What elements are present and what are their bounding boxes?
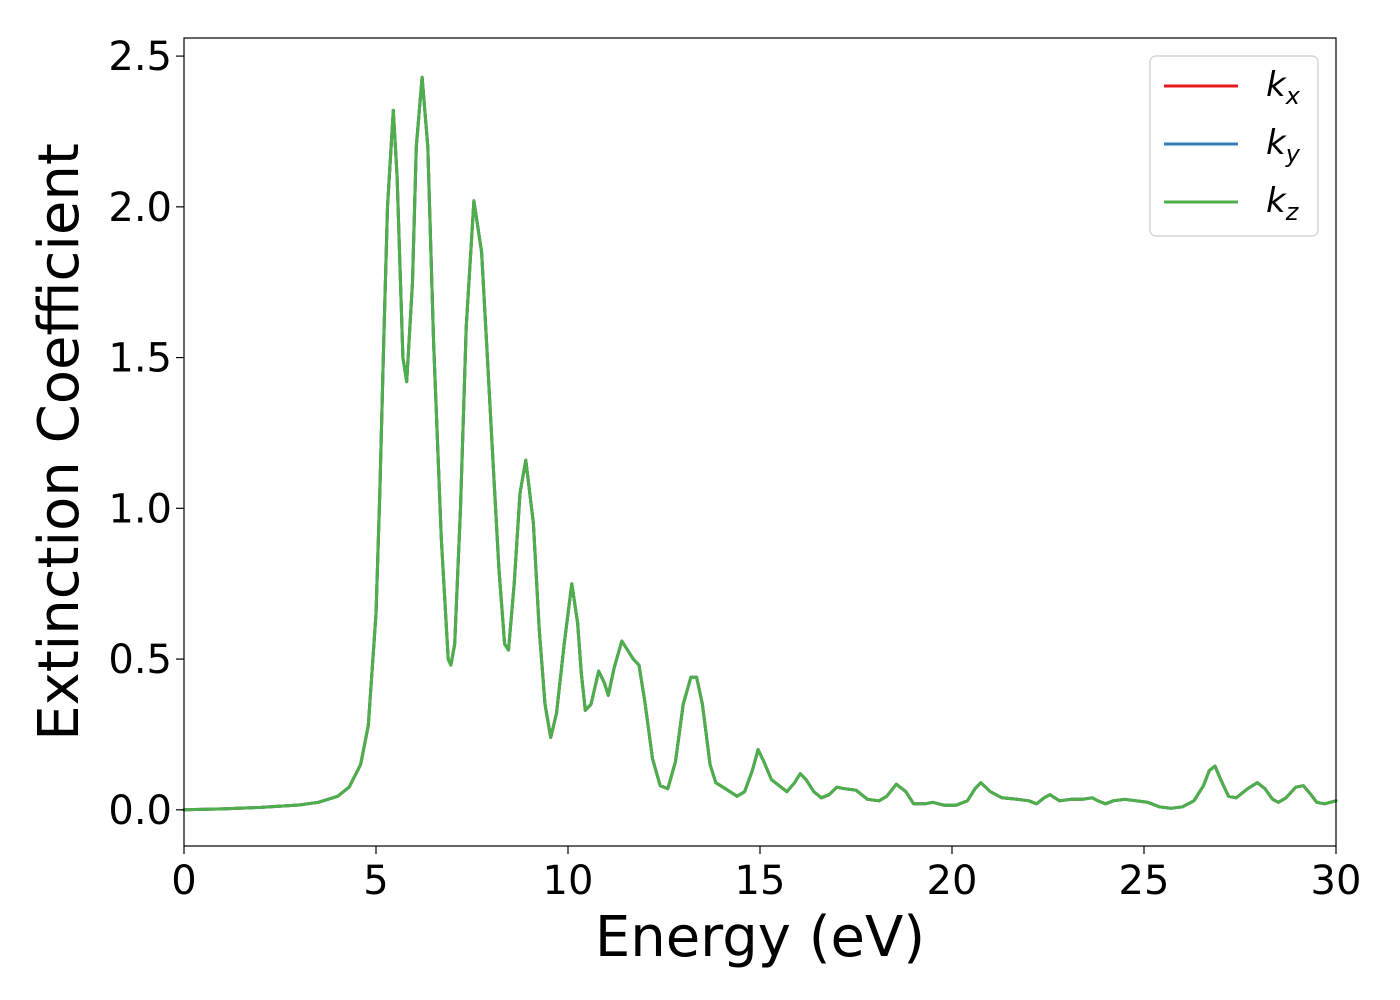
- series-line-kz: [182, 75, 1338, 812]
- y-tick-label: 1.5: [108, 336, 172, 382]
- x-tick-label: 5: [363, 858, 388, 904]
- x-tick-label: 0: [171, 858, 196, 904]
- legend-label-ky: ky: [1266, 123, 1301, 168]
- y-tick-label: 0.0: [108, 788, 172, 834]
- x-tick-label: 10: [543, 858, 594, 904]
- legend-label-kx: kx: [1266, 65, 1301, 110]
- y-tick-label: 2.0: [108, 185, 172, 231]
- legend-label-kz: kz: [1266, 181, 1300, 226]
- y-tick-label: 1.0: [108, 486, 172, 532]
- y-tick-label: 2.5: [108, 34, 172, 80]
- y-axis: 0.0 0.5 1.0 1.5 2.0 2.5: [108, 34, 184, 834]
- series-layer: [182, 75, 1338, 812]
- y-tick-label: 0.5: [108, 637, 172, 683]
- x-tick-label: 25: [1119, 858, 1170, 904]
- x-tick-label: 20: [927, 858, 978, 904]
- x-axis-title: Energy (eV): [595, 905, 925, 970]
- x-tick-label: 30: [1311, 858, 1362, 904]
- legend: kx ky kz: [1149, 55, 1319, 237]
- x-tick-label: 15: [735, 858, 786, 904]
- y-axis-title: Extinction Coefficient: [27, 143, 92, 741]
- x-axis: 0 5 10 15 20 25 30: [171, 846, 1361, 904]
- legend-box: [1149, 55, 1319, 237]
